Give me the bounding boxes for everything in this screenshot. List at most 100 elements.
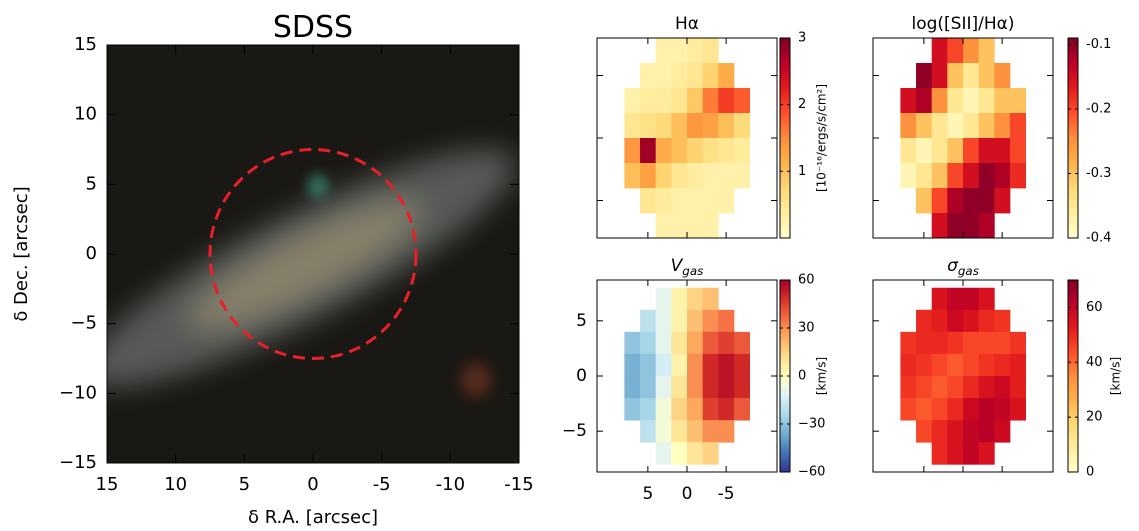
map-pixel bbox=[947, 376, 964, 399]
map-pixel bbox=[900, 88, 917, 114]
map-pixel bbox=[916, 138, 933, 164]
colorbar bbox=[1067, 279, 1079, 473]
map-pixel bbox=[718, 138, 735, 164]
map-pixel bbox=[687, 213, 704, 239]
map-pixel bbox=[733, 353, 751, 377]
map-pixel bbox=[718, 88, 735, 114]
map-pixel bbox=[655, 420, 672, 443]
map-pixel bbox=[702, 353, 719, 377]
colorbar-label: [km/s] bbox=[815, 357, 829, 395]
title-main: SDSS bbox=[273, 10, 353, 45]
map-pixel bbox=[900, 163, 917, 189]
map-pixel bbox=[655, 88, 672, 114]
map-pixel bbox=[687, 138, 704, 164]
map-pixel bbox=[671, 113, 688, 139]
map-pixel bbox=[947, 309, 964, 333]
colorbar-tick-label: −60 bbox=[798, 465, 825, 480]
map-pixel bbox=[916, 88, 933, 114]
map-pixel bbox=[655, 287, 672, 311]
map-pixel bbox=[702, 113, 719, 139]
map-pixel bbox=[671, 38, 688, 64]
map-pixel bbox=[916, 63, 933, 89]
map-pixel bbox=[1009, 138, 1027, 164]
map-pixel bbox=[733, 163, 751, 189]
map-pixel bbox=[947, 63, 964, 89]
map-pixel bbox=[931, 398, 948, 421]
panel-title: log([SII]/Hα) bbox=[912, 14, 1015, 34]
axes-frame bbox=[106, 44, 520, 464]
map-pixel bbox=[978, 138, 995, 164]
colorbar bbox=[1067, 37, 1079, 239]
map-pixel bbox=[947, 88, 964, 114]
map-pixel bbox=[687, 38, 704, 64]
map-pixel bbox=[702, 213, 719, 239]
map-pixel bbox=[1009, 398, 1027, 421]
map-pixel bbox=[900, 138, 917, 164]
axes-frame bbox=[596, 279, 778, 473]
map-pixel bbox=[671, 138, 688, 164]
map-pixel bbox=[994, 331, 1011, 355]
map-pixel bbox=[687, 188, 704, 214]
map-pixel bbox=[916, 188, 933, 214]
title-main: V bbox=[671, 256, 684, 276]
map-pixel bbox=[916, 376, 933, 399]
map-pixel bbox=[640, 331, 657, 355]
map-pixel bbox=[931, 213, 948, 239]
map-pixel bbox=[718, 331, 735, 355]
map-pixel bbox=[1009, 88, 1027, 114]
map-pixel bbox=[963, 188, 980, 214]
colorbar-tick-label: −30 bbox=[798, 417, 825, 432]
title-main: Hα bbox=[675, 14, 699, 34]
map-pixel bbox=[916, 331, 933, 355]
y-tick-label: 0 bbox=[86, 243, 97, 264]
map-pixel bbox=[994, 163, 1011, 189]
x-tick-label: -15 bbox=[504, 474, 533, 495]
map-pixel bbox=[931, 138, 948, 164]
map-pixel bbox=[947, 163, 964, 189]
map-pixel bbox=[640, 63, 657, 89]
x-tick-label: 5 bbox=[239, 474, 250, 495]
map-pixel bbox=[702, 442, 719, 465]
map-pixel bbox=[702, 420, 719, 443]
map-pixel bbox=[733, 376, 751, 399]
map-pixel bbox=[978, 353, 995, 377]
map-pixel bbox=[931, 38, 948, 64]
map-pixel bbox=[655, 353, 672, 377]
map-pixel bbox=[655, 63, 672, 89]
map-pixel bbox=[687, 287, 704, 311]
map-pixel bbox=[702, 63, 719, 89]
x-tick-label: 15 bbox=[96, 474, 119, 495]
map-pixel bbox=[978, 442, 995, 465]
map-pixel bbox=[624, 398, 641, 421]
axes-frame bbox=[872, 37, 1054, 239]
map-pixel bbox=[947, 398, 964, 421]
map-pixel bbox=[978, 213, 995, 239]
map-pixel bbox=[916, 353, 933, 377]
map-pixel bbox=[931, 287, 948, 311]
map-pixel bbox=[963, 63, 980, 89]
map-pixel bbox=[1009, 113, 1027, 139]
y-tick-label: 10 bbox=[74, 104, 97, 125]
colorbar-tick-label: 0 bbox=[798, 369, 806, 384]
map-pixel bbox=[931, 331, 948, 355]
map-pixel bbox=[978, 38, 995, 64]
map-pixel bbox=[718, 353, 735, 377]
map-pixel bbox=[931, 376, 948, 399]
map-pixel bbox=[671, 442, 688, 465]
colorbar-tick-label: 2 bbox=[798, 97, 806, 112]
map-pixel bbox=[947, 138, 964, 164]
map-pixel bbox=[702, 309, 719, 333]
map-pixel bbox=[931, 353, 948, 377]
map-pixel bbox=[655, 163, 672, 189]
map-pixel bbox=[655, 398, 672, 421]
map-pixel bbox=[687, 331, 704, 355]
map-pixel bbox=[963, 353, 980, 377]
map-pixel bbox=[640, 309, 657, 333]
colorbar-tick-label: 40 bbox=[1086, 355, 1103, 370]
map-pixel bbox=[718, 188, 735, 214]
map-pixel bbox=[994, 398, 1011, 421]
map-pixel bbox=[900, 376, 917, 399]
map-pixel bbox=[640, 138, 657, 164]
map-pixel bbox=[994, 376, 1011, 399]
